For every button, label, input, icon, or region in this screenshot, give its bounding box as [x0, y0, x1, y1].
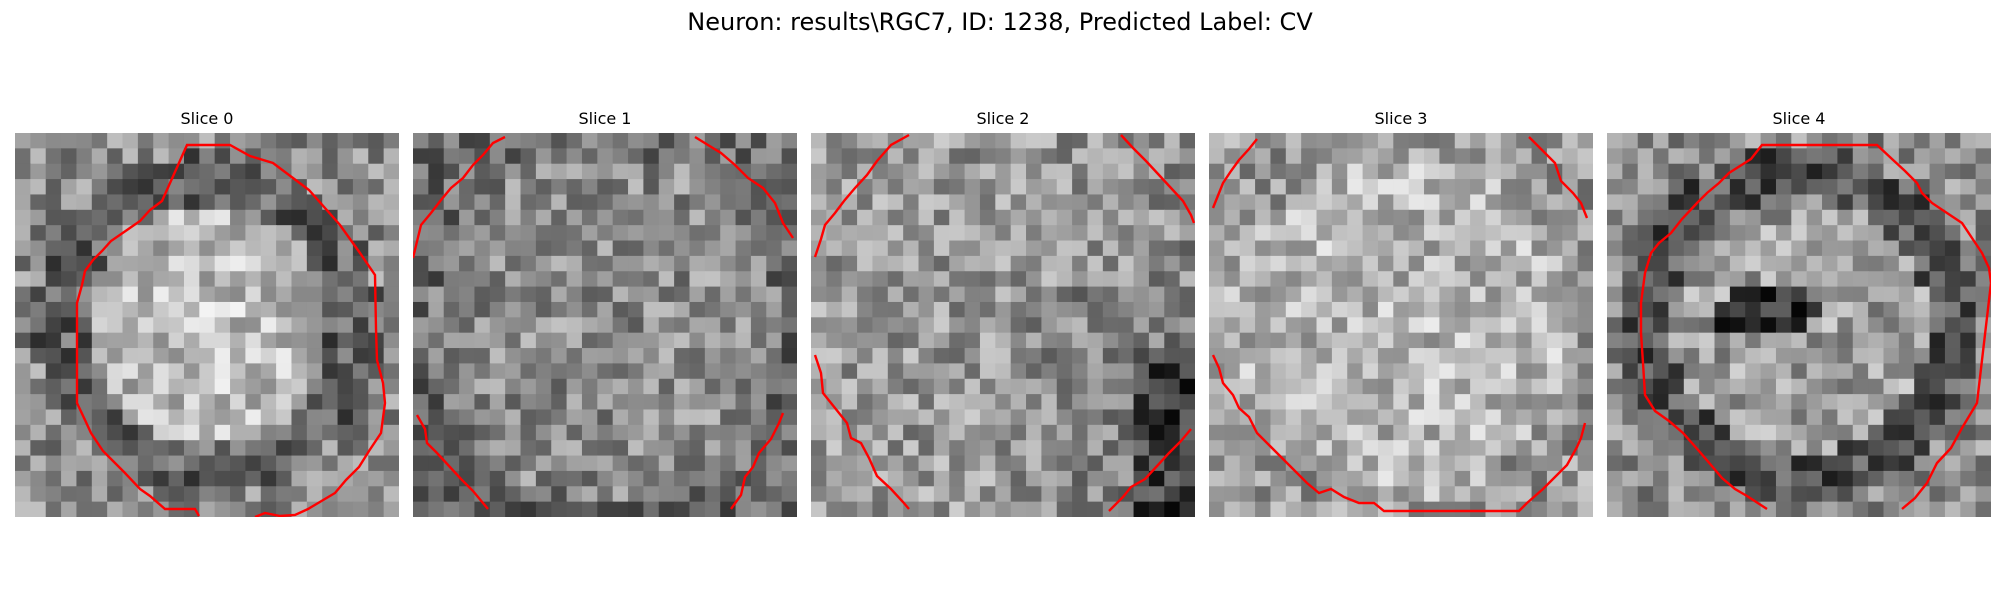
roi-contour-2-bottom-right [1108, 428, 1192, 512]
slice-pixels-0 [15, 133, 399, 517]
slice-title-4: Slice 4 [1772, 109, 1826, 128]
slice-panel-4: Slice 4 [1607, 108, 1991, 517]
roi-contour-1-bottom-left [415, 414, 489, 510]
slice-panel-3: Slice 3 [1209, 108, 1593, 517]
slice-panel-2: Slice 2 [811, 108, 1195, 517]
roi-contour-1-top-right [694, 135, 794, 239]
roi-contour-4 [1639, 143, 1991, 511]
slice-panel-0: Slice 0 [15, 108, 399, 517]
slice-title-3: Slice 3 [1374, 109, 1428, 128]
roi-contour-3-top-left [1211, 138, 1258, 209]
slice-title-2: Slice 2 [976, 109, 1030, 128]
slice-image-4 [1607, 133, 1991, 517]
slice-panel-1: Slice 1 [413, 108, 797, 517]
slice-image-1 [413, 133, 797, 517]
roi-contour-3-top-right [1528, 136, 1589, 219]
slice-title-1: Slice 1 [578, 109, 632, 128]
slice-pixels-3 [1209, 133, 1593, 517]
figure-title: Neuron: results\RGC7, ID: 1238, Predicte… [687, 8, 1313, 36]
slice-pixels-4 [1607, 133, 1991, 517]
roi-contour-1-bottom-right [730, 412, 785, 510]
roi-contour-2-bottom-left [813, 354, 910, 510]
slice-image-0 [15, 133, 399, 517]
slice-image-3 [1209, 133, 1593, 517]
roi-contour-2-top-left [813, 133, 910, 258]
roi-contour-0 [75, 143, 387, 517]
roi-contour-2-top-right [1120, 134, 1195, 224]
roi-contour-1-top-left [413, 135, 506, 259]
slice-title-0: Slice 0 [180, 109, 234, 128]
slice-pixels-2 [811, 133, 1195, 517]
slice-image-2 [811, 133, 1195, 517]
slice-pixels-1 [413, 133, 797, 517]
roi-contour-3-bottom [1211, 354, 1587, 513]
